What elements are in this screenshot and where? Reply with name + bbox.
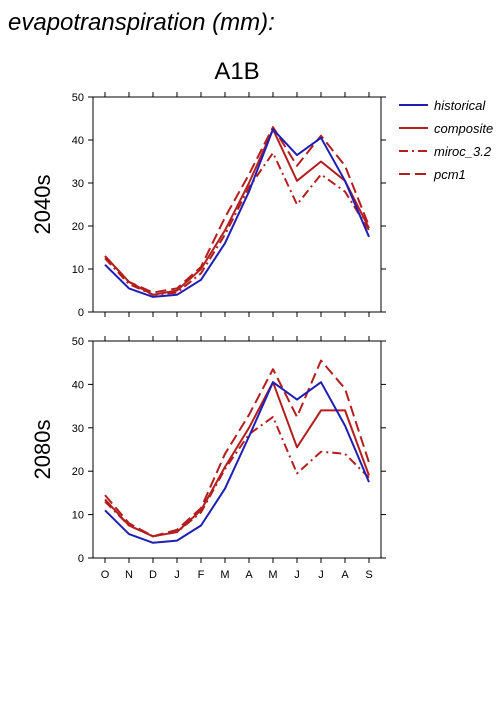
y-axis-label: 2040s [30,175,55,235]
x-tick-label: M [268,569,277,581]
plot-frame [92,340,382,559]
y-tick-label: 40 [72,379,84,391]
x-tick-label: N [125,569,133,581]
series-line-historical [104,128,370,298]
y-axis-label: 2080s [30,420,55,480]
y-tick-label: 0 [78,553,84,565]
x-tick-label: F [198,569,205,581]
panel-title: A1B [214,58,259,85]
series-line-composite [104,128,370,296]
chart-panel-2080s: 2080s 0 10 20 30 40 50 O N D J F M A M J J A S [30,336,386,581]
y-tick-label: 30 [72,178,84,190]
legend-label-historical: historical [434,98,486,113]
legend: historical composite miroc_3.2 pcm1 [399,98,493,182]
x-tick-label: J [318,569,324,581]
series-line-historical [104,381,370,544]
x-tick-label: J [294,569,300,581]
chart-panel-2040s: A1B 2040s 0 10 20 30 40 50 [30,58,386,319]
y-tick-label: 10 [72,510,84,522]
legend-label-miroc_3.2: miroc_3.2 [434,144,492,159]
x-tick-label: A [245,569,253,581]
legend-label-composite: composite [434,121,493,136]
series-line-composite [104,381,370,538]
y-tick-label: 20 [72,466,84,478]
y-tick-label: 20 [72,221,84,233]
series-line-pcm1 [104,126,370,294]
x-tick-label: O [101,569,110,581]
y-tick-label: 50 [72,92,84,104]
y-tick-label: 50 [72,336,84,348]
figure-title: evapotranspiration (mm): [8,9,275,36]
plot-frame [92,96,382,313]
panels: A1B 2040s 0 10 20 30 40 50 2080s 0 10 20 30 40 50 O N D J F… [30,58,386,581]
x-tick-label: J [174,569,180,581]
x-tick-label: D [149,569,157,581]
series-line-miroc_3.2 [104,415,370,538]
x-tick-label: A [341,569,349,581]
y-tick-label: 10 [72,264,84,276]
y-tick-label: 0 [78,307,84,319]
series-line-miroc_3.2 [104,151,370,296]
y-tick-label: 30 [72,423,84,435]
x-tick-label: S [365,569,372,581]
x-tick-label: M [220,569,229,581]
y-tick-label: 40 [72,135,84,147]
legend-label-pcm1: pcm1 [433,167,466,182]
